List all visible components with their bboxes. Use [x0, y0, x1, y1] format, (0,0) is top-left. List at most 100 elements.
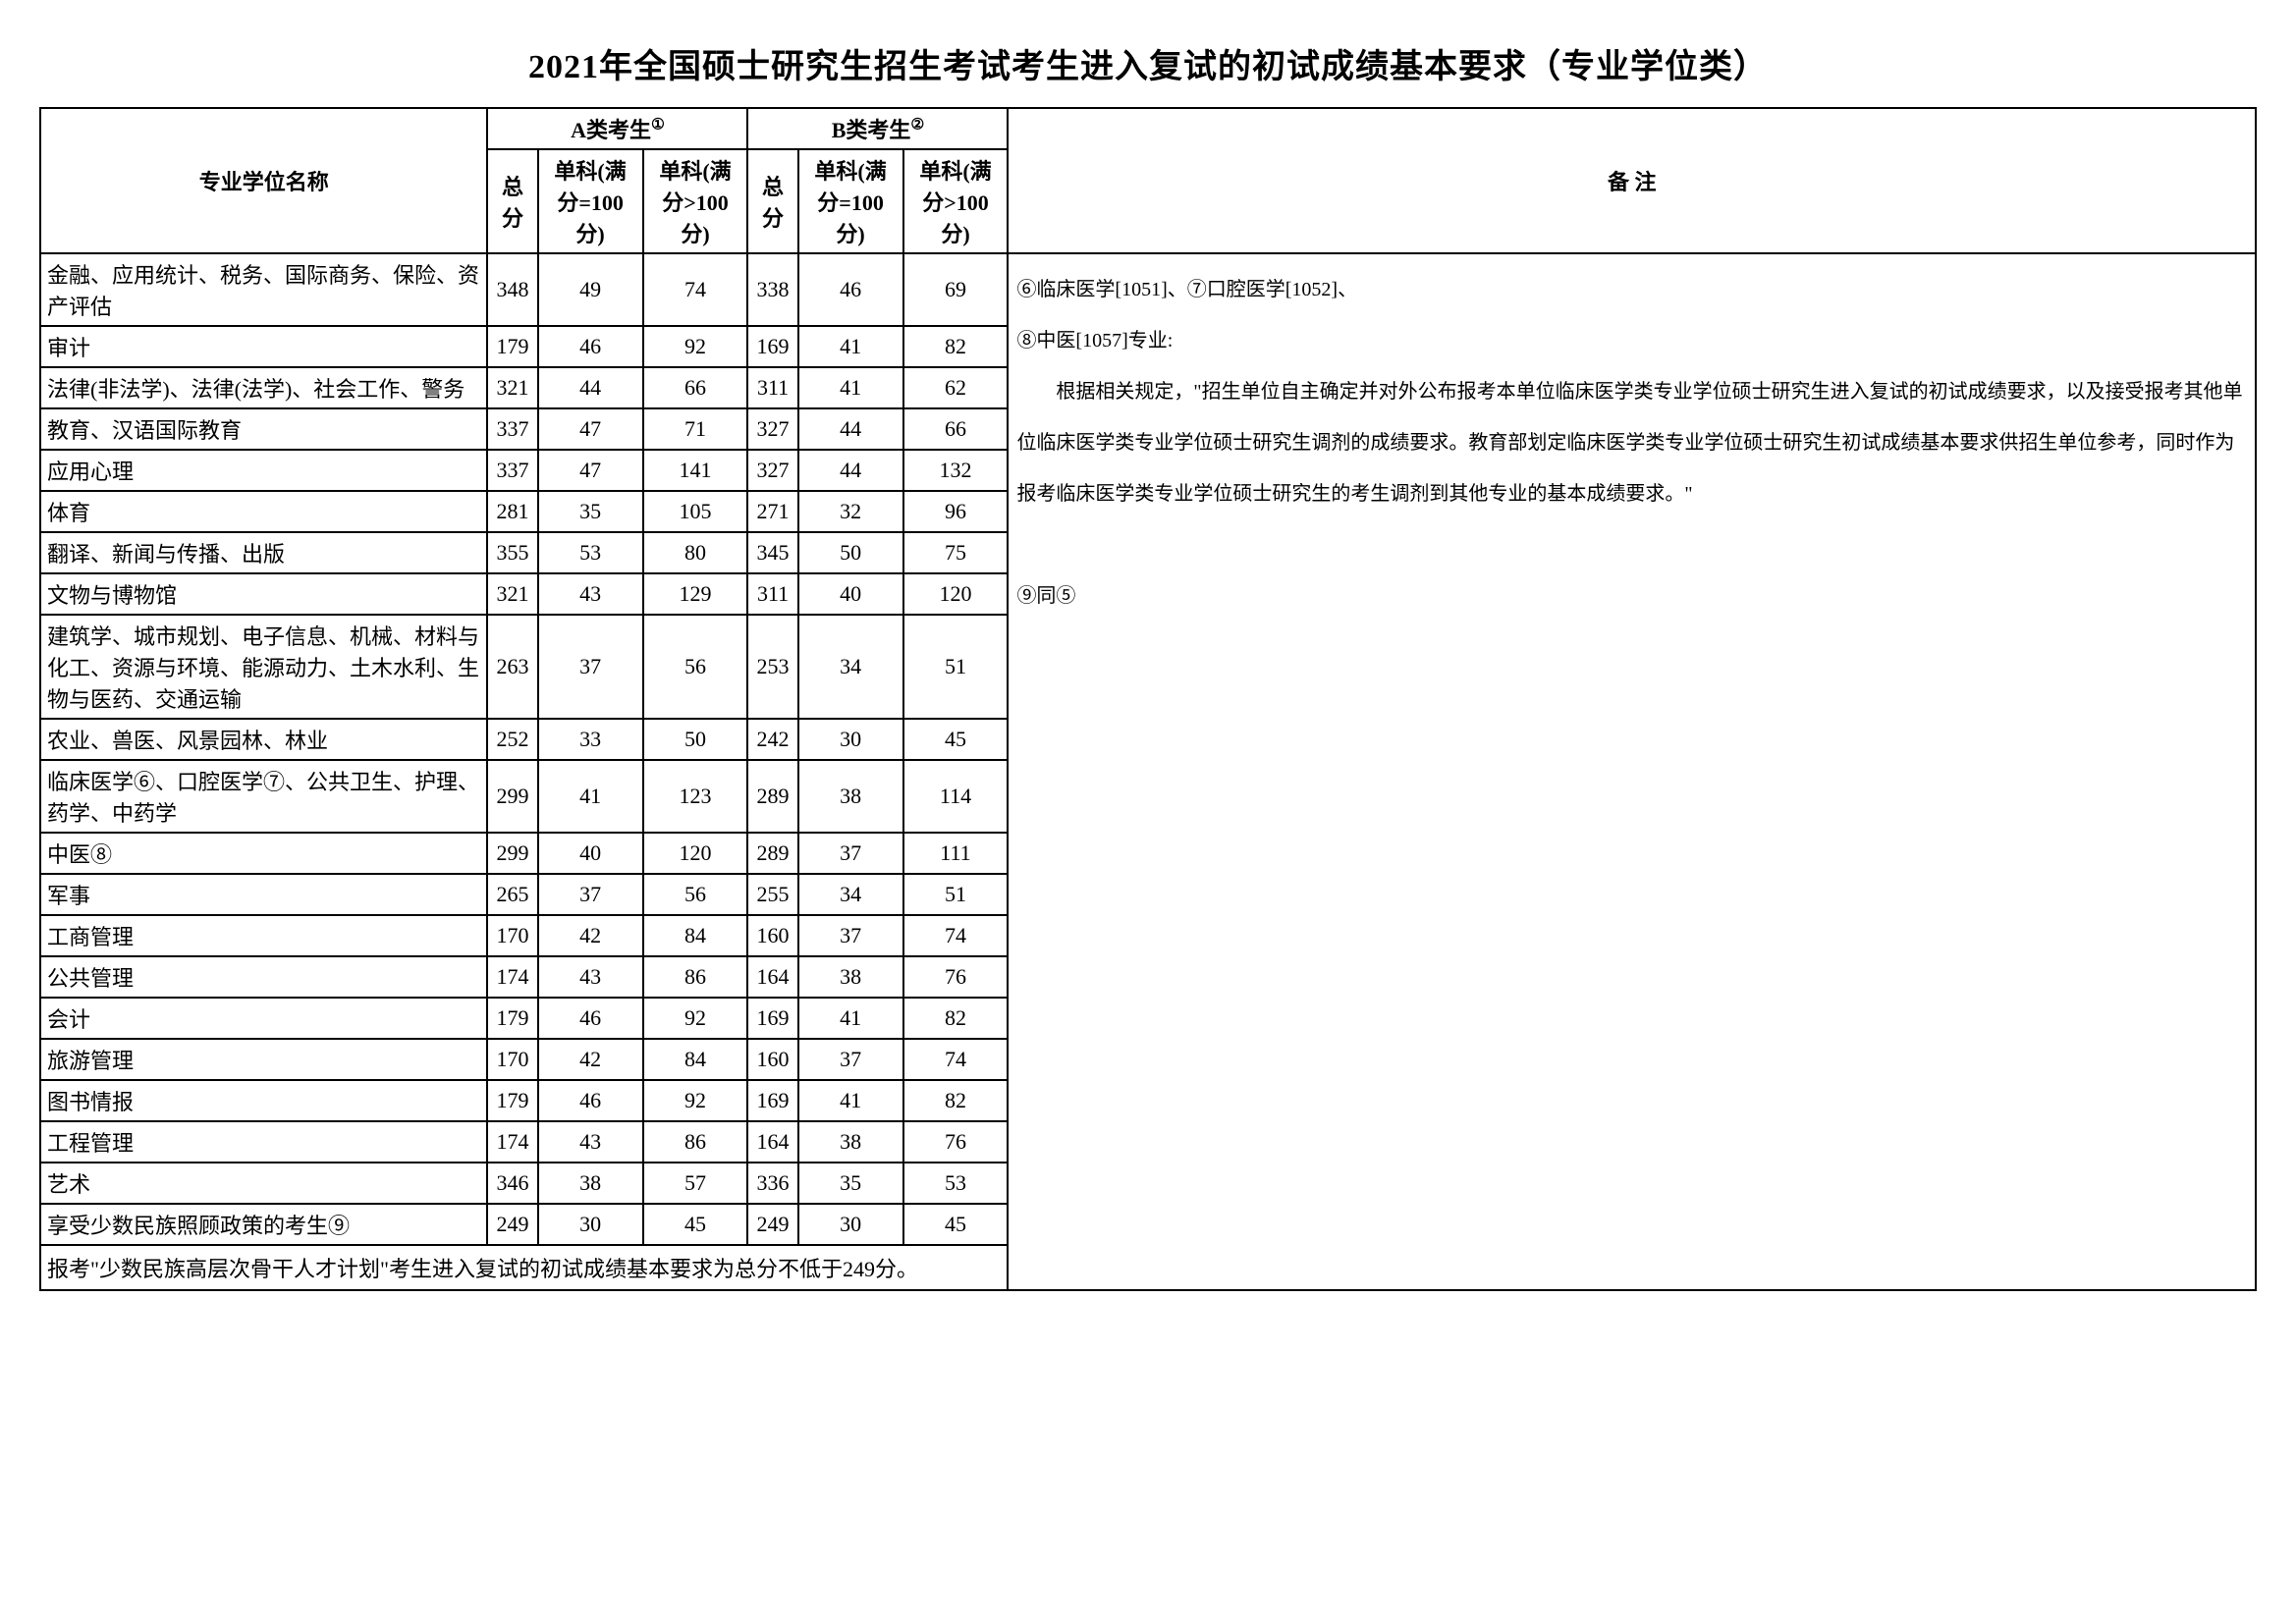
- cell-value: 41: [798, 998, 903, 1039]
- cell-value: 51: [903, 615, 1009, 719]
- cell-value: 44: [798, 408, 903, 450]
- cell-value: 346: [487, 1163, 537, 1204]
- cell-value: 169: [747, 998, 797, 1039]
- group-b-label: B类考生: [832, 118, 911, 142]
- cell-major: 体育: [40, 491, 487, 532]
- cell-value: 32: [798, 491, 903, 532]
- group-a-label: A类考生: [571, 118, 651, 142]
- cell-value: 30: [538, 1204, 643, 1245]
- cell-value: 311: [747, 367, 797, 408]
- sup-b: ②: [910, 117, 924, 134]
- cell-major: 会计: [40, 998, 487, 1039]
- cell-value: 174: [487, 956, 537, 998]
- cell-major: 工程管理: [40, 1121, 487, 1163]
- cell-value: 37: [538, 874, 643, 915]
- cell-value: 45: [643, 1204, 748, 1245]
- cell-value: 41: [798, 1080, 903, 1121]
- cell-value: 43: [538, 956, 643, 998]
- cell-value: 74: [643, 253, 748, 326]
- cell-value: 271: [747, 491, 797, 532]
- cell-value: 105: [643, 491, 748, 532]
- cell-value: 46: [538, 1080, 643, 1121]
- cell-major: 教育、汉语国际教育: [40, 408, 487, 450]
- cell-value: 49: [538, 253, 643, 326]
- cell-major: 农业、兽医、风景园林、林业: [40, 719, 487, 760]
- cell-value: 123: [643, 760, 748, 833]
- cell-value: 327: [747, 408, 797, 450]
- cell-value: 281: [487, 491, 537, 532]
- cell-value: 75: [903, 532, 1009, 573]
- cell-major: 金融、应用统计、税务、国际商务、保险、资产评估: [40, 253, 487, 326]
- cell-value: 120: [643, 833, 748, 874]
- cell-value: 37: [538, 615, 643, 719]
- cell-major: 应用心理: [40, 450, 487, 491]
- cell-value: 56: [643, 615, 748, 719]
- cell-value: 337: [487, 408, 537, 450]
- cell-value: 66: [903, 408, 1009, 450]
- cell-major: 翻译、新闻与传播、出版: [40, 532, 487, 573]
- cell-value: 50: [643, 719, 748, 760]
- cell-value: 37: [798, 833, 903, 874]
- cell-major: 法律(非法学)、法律(法学)、社会工作、警务: [40, 367, 487, 408]
- cell-value: 355: [487, 532, 537, 573]
- cell-value: 69: [903, 253, 1009, 326]
- cell-value: 179: [487, 326, 537, 367]
- cell-value: 86: [643, 1121, 748, 1163]
- header-b-total: 总分: [747, 149, 797, 253]
- cell-value: 47: [538, 450, 643, 491]
- cell-value: 345: [747, 532, 797, 573]
- cell-major: 公共管理: [40, 956, 487, 998]
- header-group-b: B类考生②: [747, 108, 1008, 149]
- cell-value: 47: [538, 408, 643, 450]
- cell-value: 43: [538, 1121, 643, 1163]
- cell-value: 40: [798, 573, 903, 615]
- cell-value: 76: [903, 1121, 1009, 1163]
- cell-value: 43: [538, 573, 643, 615]
- cell-value: 50: [798, 532, 903, 573]
- cell-value: 337: [487, 450, 537, 491]
- cell-major: 文物与博物馆: [40, 573, 487, 615]
- cell-value: 42: [538, 915, 643, 956]
- cell-value: 62: [903, 367, 1009, 408]
- cell-major: 工商管理: [40, 915, 487, 956]
- cell-value: 160: [747, 1039, 797, 1080]
- cell-value: 92: [643, 998, 748, 1039]
- cell-value: 35: [798, 1163, 903, 1204]
- cell-value: 30: [798, 719, 903, 760]
- cell-value: 37: [798, 1039, 903, 1080]
- cell-value: 252: [487, 719, 537, 760]
- cell-value: 35: [538, 491, 643, 532]
- cell-value: 169: [747, 326, 797, 367]
- cell-value: 42: [538, 1039, 643, 1080]
- cell-value: 289: [747, 760, 797, 833]
- cell-value: 348: [487, 253, 537, 326]
- cell-value: 30: [798, 1204, 903, 1245]
- cell-value: 53: [903, 1163, 1009, 1204]
- header-major: 专业学位名称: [40, 108, 487, 253]
- cell-value: 82: [903, 1080, 1009, 1121]
- header-b-sub100: 单科(满分=100分): [798, 149, 903, 253]
- cell-major: 临床医学⑥、口腔医学⑦、公共卫生、护理、药学、中药学: [40, 760, 487, 833]
- cell-value: 56: [643, 874, 748, 915]
- cell-value: 141: [643, 450, 748, 491]
- cell-value: 263: [487, 615, 537, 719]
- cell-value: 132: [903, 450, 1009, 491]
- cell-value: 120: [903, 573, 1009, 615]
- cell-value: 289: [747, 833, 797, 874]
- cell-value: 34: [798, 874, 903, 915]
- cell-value: 170: [487, 915, 537, 956]
- table-row: 金融、应用统计、税务、国际商务、保险、资产评估34849743384669⑥临床…: [40, 253, 2256, 326]
- cell-value: 321: [487, 367, 537, 408]
- cell-value: 111: [903, 833, 1009, 874]
- header-group-a: A类考生①: [487, 108, 747, 149]
- cell-value: 84: [643, 915, 748, 956]
- cell-value: 311: [747, 573, 797, 615]
- cell-value: 44: [538, 367, 643, 408]
- cell-value: 164: [747, 1121, 797, 1163]
- cell-value: 174: [487, 1121, 537, 1163]
- cell-value: 38: [798, 760, 903, 833]
- cell-value: 338: [747, 253, 797, 326]
- cell-value: 82: [903, 326, 1009, 367]
- cell-value: 37: [798, 915, 903, 956]
- cell-major: 享受少数民族照顾政策的考生⑨: [40, 1204, 487, 1245]
